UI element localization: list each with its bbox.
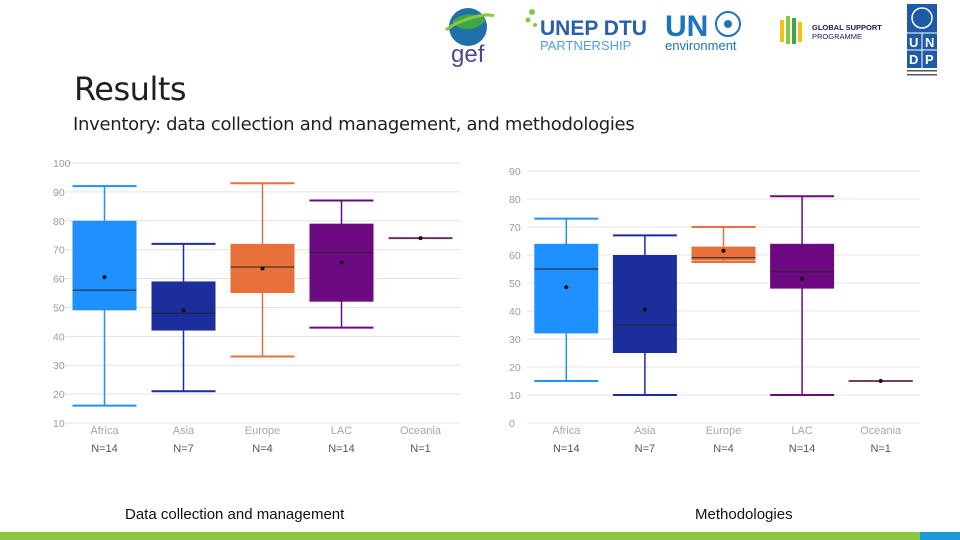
undp-letter-p: P	[925, 52, 934, 67]
count-label-asia: N=7	[173, 443, 194, 455]
y-tick-label: 30	[53, 360, 65, 372]
unep-dtu-line1: UNEP DTU	[540, 17, 647, 40]
y-tick-label: 70	[53, 245, 65, 257]
y-tick-label: 10	[509, 390, 521, 402]
slide-title: Results	[74, 70, 187, 108]
count-label-lac: N=14	[789, 443, 816, 455]
y-tick-label: 50	[509, 278, 521, 290]
mean-africa	[102, 275, 107, 280]
x-tick-label-oceania: Oceania	[400, 425, 442, 437]
count-label-asia: N=7	[635, 443, 656, 455]
undp-letter-n: N	[925, 35, 934, 50]
box-lac	[770, 243, 835, 289]
x-tick-label-oceania: Oceania	[860, 425, 902, 437]
caption-data-collection: Data collection and management	[125, 506, 345, 523]
box-africa	[72, 220, 137, 311]
box-asia	[151, 281, 216, 331]
footer-bar	[0, 532, 960, 540]
un-environment-line1: UN	[665, 10, 708, 43]
logo-bar: gef UNEP DTU PARTNERSHIP UN environment …	[445, 4, 937, 76]
undp-letter-u: U	[909, 35, 918, 50]
un-environment-line2: environment	[665, 38, 737, 53]
x-tick-label-lac: LAC	[331, 425, 352, 437]
count-label-europe: N=4	[713, 443, 734, 455]
x-tick-label-asia: Asia	[634, 425, 656, 437]
y-tick-label: 10	[53, 418, 65, 430]
undp-logo: U N D P	[907, 4, 937, 76]
y-tick-label: 50	[53, 302, 65, 314]
y-tick-label: 40	[53, 331, 65, 343]
methodologies-box-plot: 0 10 20 30 40 50 60 70 80 90 Africa N=14 Asia N=7 Euro…	[509, 166, 920, 455]
x-tick-label-asia: Asia	[173, 425, 195, 437]
gef-logo: gef	[445, 8, 495, 68]
count-label-oceania: N=1	[870, 443, 891, 455]
box-europe	[691, 246, 756, 261]
x-tick-label-africa: Africa	[552, 425, 581, 437]
y-tick-label: 80	[509, 194, 521, 206]
footer-accent	[920, 532, 960, 540]
gef-logo-text: gef	[451, 41, 485, 68]
y-tick-label: 60	[509, 250, 521, 262]
gsp-line1: GLOBAL SUPPORT	[812, 23, 882, 32]
y-tick-label: 20	[509, 362, 521, 374]
undp-letter-d: D	[909, 52, 918, 67]
y-tick-label: 90	[509, 166, 521, 178]
x-tick-label-africa: Africa	[90, 425, 119, 437]
caption-methodologies: Methodologies	[695, 506, 793, 523]
mean-oceania	[878, 379, 883, 383]
x-tick-label-europe: Europe	[706, 425, 741, 437]
count-label-africa: N=14	[553, 443, 580, 455]
y-tick-label: 80	[53, 216, 65, 228]
y-tick-label: 40	[509, 306, 521, 318]
y-tick-label: 20	[53, 389, 65, 401]
global-support-programme-logo: GLOBAL SUPPORT PROGRAMME	[780, 16, 882, 44]
mean-asia	[642, 307, 647, 312]
data-collection-box-plot: 10 20 30 40 50 60 70 80 90 100 Africa N=14 Asia N=7 Eu…	[53, 158, 460, 455]
slide-subtitle: Inventory: data collection and managemen…	[73, 114, 635, 135]
count-label-lac: N=14	[328, 443, 355, 455]
mean-lac	[339, 260, 344, 265]
y-tick-label: 0	[509, 418, 515, 430]
unep-dtu-logo: UNEP DTU PARTNERSHIP	[525, 9, 647, 53]
y-tick-label: 100	[53, 158, 71, 170]
mean-asia	[181, 308, 186, 313]
mean-europe	[721, 248, 726, 253]
box-asia	[612, 255, 677, 353]
gsp-line2: PROGRAMME	[812, 32, 862, 41]
mean-europe	[260, 266, 265, 271]
y-tick-label: 30	[509, 334, 521, 346]
x-tick-label-lac: LAC	[791, 425, 812, 437]
y-tick-label: 90	[53, 187, 65, 199]
x-tick-label-europe: Europe	[245, 425, 280, 437]
count-label-africa: N=14	[91, 443, 118, 455]
mean-africa	[564, 285, 569, 290]
mean-oceania	[418, 236, 423, 241]
un-environment-logo: UN environment	[665, 10, 741, 53]
count-label-europe: N=4	[252, 443, 273, 455]
count-label-oceania: N=1	[410, 443, 431, 455]
y-tick-label: 60	[53, 274, 65, 286]
y-tick-label: 70	[509, 222, 521, 234]
mean-lac	[800, 276, 805, 281]
unep-dtu-line2: PARTNERSHIP	[540, 38, 631, 53]
